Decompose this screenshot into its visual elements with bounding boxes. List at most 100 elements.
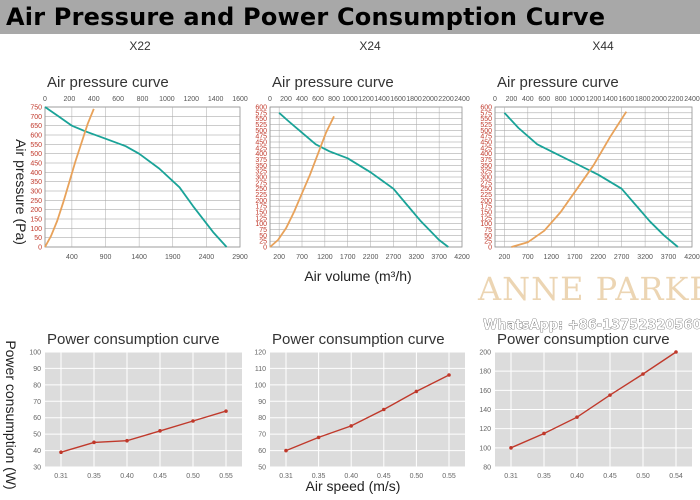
- y-tick-label: 275: [255, 180, 267, 187]
- top-tick-label: 600: [312, 96, 324, 103]
- x-tick-label: 0.31: [504, 473, 518, 480]
- x-tick-label: 700: [522, 254, 534, 261]
- y-tick-label: 325: [255, 169, 267, 176]
- chart-title: Power consumption curve: [47, 331, 220, 348]
- x-tick-label: 0.40: [120, 473, 134, 480]
- top-tick-label: 200: [280, 96, 292, 103]
- y-tick-label: 750: [30, 105, 42, 112]
- x-tick-label: 3200: [637, 254, 653, 261]
- top-tick-label: 800: [137, 96, 149, 103]
- top-tick-label: 1800: [406, 96, 422, 103]
- data-point: [447, 373, 451, 377]
- y-tick-label: 300: [480, 175, 492, 182]
- x-tick-label: 1700: [567, 254, 583, 261]
- data-point: [382, 407, 386, 412]
- y-tick-label: 425: [255, 145, 267, 152]
- y-tick-label: 50: [33, 432, 41, 439]
- y-tick-label: 650: [30, 123, 42, 130]
- y-tick-label: 500: [255, 128, 267, 135]
- x-tick-label: 0.55: [442, 473, 456, 480]
- y-tick-label: 450: [255, 140, 267, 147]
- y-axis-label-bottom: Power consumption (W): [3, 340, 19, 489]
- power-curve-line: [269, 115, 335, 248]
- y-tick-label: 350: [30, 179, 42, 186]
- x-tick-label: 2700: [386, 254, 402, 261]
- top-tick-label: 1200: [183, 96, 199, 103]
- y-tick-label: 80: [483, 465, 491, 472]
- y-tick-label: 375: [255, 157, 267, 164]
- x-tick-label: 0.54: [669, 473, 683, 480]
- y-tick-label: 125: [480, 215, 492, 222]
- top-tick-label: 0: [268, 96, 272, 103]
- x-tick-label: 1400: [131, 254, 147, 261]
- y-tick-label: 500: [30, 151, 42, 158]
- top-tick-label: 2200: [438, 96, 454, 103]
- x-tick-label: 1200: [543, 254, 559, 261]
- power-chart-x44: Power consumption curve 80 100 120 140 160 180…: [479, 331, 692, 480]
- chart-title: Power consumption curve: [497, 331, 670, 348]
- y-tick-label: 225: [255, 192, 267, 199]
- y-tick-label: 140: [479, 407, 491, 414]
- top-tick-label: 600: [112, 96, 124, 103]
- y-tick-label: 575: [255, 110, 267, 117]
- y-tick-label: 325: [480, 169, 492, 176]
- x-tick-label: 1900: [165, 254, 181, 261]
- y-tick-label: 300: [30, 189, 42, 196]
- chart-title: Power consumption curve: [272, 331, 445, 348]
- x-tick-label: 0.55: [219, 473, 233, 480]
- plot-area: [45, 352, 242, 467]
- top-tick-label: 1200: [586, 96, 602, 103]
- y-tick-label: 100: [479, 445, 491, 452]
- y-tick-label: 50: [484, 233, 492, 240]
- data-point: [316, 435, 321, 440]
- y-tick-label: 150: [30, 217, 42, 224]
- power-curve-line: [511, 111, 628, 248]
- power-curve-line: [44, 108, 95, 248]
- top-tick-label: 1600: [232, 96, 248, 103]
- data-point: [509, 446, 513, 450]
- x-tick-label: 0.50: [410, 473, 424, 480]
- page-title: Air Pressure and Power Consumption Curve: [6, 3, 606, 31]
- chart-title: Air pressure curve: [47, 74, 169, 91]
- x-tick-label: 0.50: [186, 473, 200, 480]
- x-tick-label: 0.45: [153, 473, 167, 480]
- top-tick-label: 400: [296, 96, 308, 103]
- top-tick-label: 400: [88, 96, 100, 103]
- x-tick-label: 400: [66, 254, 78, 261]
- x-tick-label: 0.45: [377, 473, 391, 480]
- top-tick-label: 2400: [454, 96, 470, 103]
- top-tick-label: 2200: [668, 96, 684, 103]
- power-series-line: [60, 410, 227, 453]
- y-tick-label: 100: [30, 226, 42, 233]
- y-axis-label-top: Air pressure (Pa): [13, 139, 29, 245]
- y-tick-label: 25: [484, 239, 492, 246]
- y-tick-label: 475: [480, 134, 492, 141]
- power-chart-x24: Power consumption curve 50 60 70 80 90 100 110 1…: [254, 331, 465, 480]
- data-point: [641, 372, 645, 376]
- y-tick-label: 200: [255, 198, 267, 205]
- data-point: [59, 450, 63, 455]
- title-banner: Air Pressure and Power Consumption Curve: [0, 0, 700, 34]
- top-tick-label: 1000: [569, 96, 585, 103]
- y-tick-label: 250: [255, 186, 267, 193]
- top-tick-label: 600: [538, 96, 550, 103]
- x-tick-label: 2400: [199, 254, 215, 261]
- y-tick-label: 50: [34, 235, 42, 242]
- y-tick-label: 120: [254, 350, 266, 357]
- data-point: [92, 440, 96, 445]
- y-tick-label: 200: [480, 198, 492, 205]
- x-tick-label: 200: [499, 254, 511, 261]
- y-tick-label: 200: [479, 350, 491, 357]
- x-tick-label: 0.31: [54, 473, 68, 480]
- y-tick-label: 60: [258, 448, 266, 455]
- power-chart-x22: Power consumption curve 30 40 50 60 70 80 90 100…: [29, 331, 242, 480]
- y-tick-label: 475: [255, 134, 267, 141]
- x-tick-label: 0.31: [279, 473, 293, 480]
- x-tick-label: 0.35: [537, 473, 551, 480]
- x-tick-label: 0.45: [603, 473, 617, 480]
- y-tick-label: 525: [480, 122, 492, 129]
- data-point: [414, 389, 419, 394]
- y-tick-label: 450: [480, 140, 492, 147]
- y-tick-label: 400: [480, 151, 492, 158]
- y-tick-label: 550: [30, 142, 42, 149]
